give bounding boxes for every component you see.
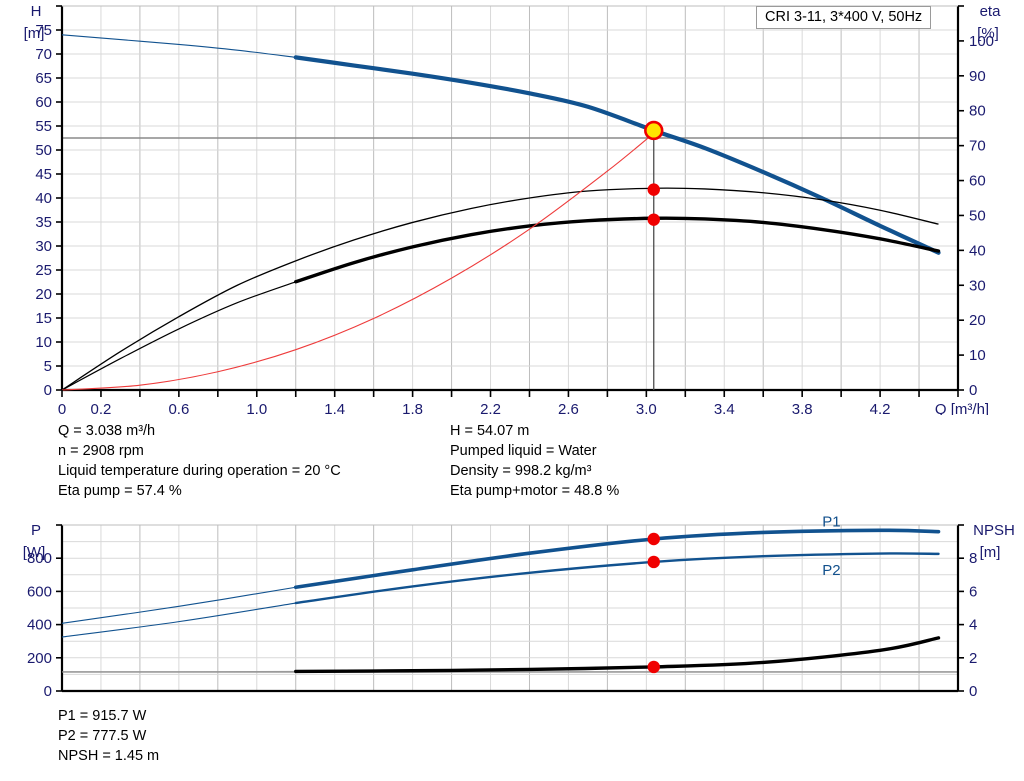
h-tick-label: 15 [35, 310, 52, 327]
p-tick-label: 800 [27, 550, 52, 567]
q-tick-label: 3.0 [636, 401, 657, 415]
info-liquid: Pumped liquid = Water [450, 443, 597, 459]
h-tick-label: 30 [35, 238, 52, 255]
h-tick-label: 75 [35, 22, 52, 39]
p1-curve-label: P1 [822, 514, 840, 531]
info-p1: P1 = 915.7 W [58, 708, 147, 724]
p2-duty-marker [647, 555, 660, 569]
q-tick-label: 0.2 [91, 401, 112, 415]
h-tick-label: 45 [35, 166, 52, 183]
h-curve [293, 55, 941, 255]
p2-curve-thin [61, 602, 296, 638]
power-info: P1 = 915.7 W P2 = 777.5 W NPSH = 1.45 m [58, 706, 159, 766]
system-curve [61, 132, 655, 391]
eta-total-curve-thin [61, 281, 296, 391]
h-tick-label: 5 [44, 358, 52, 375]
h-tick-label: 10 [35, 334, 52, 351]
info-npsh: NPSH = 1.45 m [58, 748, 160, 764]
duty-info-right: H = 54.07 m Pumped liquid = Water Densit… [450, 421, 619, 501]
h-tick-label: 0 [44, 382, 52, 399]
p-axis-unit: [W] [23, 544, 46, 561]
chart-title-text: CRI 3-11, 3*400 V, 50Hz [765, 9, 923, 25]
p-tick-label: 200 [27, 650, 52, 667]
x-axis-label: Q [m³/h] [935, 401, 989, 415]
eta-tick-label: 0 [969, 382, 977, 399]
npsh-tick-label: 2 [969, 650, 977, 667]
p1-curve-thin [61, 586, 296, 624]
p-tick-label: 600 [27, 583, 52, 600]
npsh-axis-unit: [m] [980, 544, 1001, 561]
eta-pump-curve [61, 187, 939, 391]
eta-tick-label: 30 [969, 277, 986, 294]
q-tick-label: 0 [58, 401, 66, 415]
h-tick-label: 60 [35, 94, 52, 111]
eta-axis-name: eta [980, 3, 1002, 20]
duty-point-marker [644, 120, 664, 141]
q-tick-label: 2.2 [480, 401, 501, 415]
eta-tick-label: 20 [969, 312, 986, 329]
npsh-curve [294, 636, 941, 674]
eta-tick-label: 50 [969, 207, 986, 224]
p-tick-label: 400 [27, 617, 52, 634]
p-tick-label: 0 [44, 683, 52, 700]
p1-duty-marker [647, 532, 660, 546]
h-axis-name: H [31, 3, 42, 20]
q-tick-label: 3.4 [714, 401, 735, 415]
eta-duty-marker-2 [647, 213, 660, 226]
eta-tick-label: 100 [969, 33, 994, 50]
info-head: H = 54.07 m [450, 423, 530, 439]
eta-tick-label: 40 [969, 242, 986, 259]
info-eta-pump: Eta pump = 57.4 % [58, 483, 182, 499]
eta-tick-label: 70 [969, 138, 986, 155]
head-efficiency-chart: 0 5 10 15 20 25 30 35 40 45 50 55 60 65 70 75 0 10 20 30 40 5… [24, 3, 1002, 415]
q-tick-label: 1.8 [402, 401, 423, 415]
q-tick-label: 4.2 [870, 401, 891, 415]
npsh-curve-thin [61, 670, 296, 673]
h-tick-label: 35 [35, 214, 52, 231]
npsh-tick-label: 6 [969, 583, 977, 600]
info-flow: Q = 3.038 m³/h [58, 423, 156, 439]
eta-axis-unit: [%] [977, 25, 999, 42]
q-tick-label: 2.6 [558, 401, 579, 415]
eta-tick-label: 10 [969, 347, 986, 364]
chart-title-box: CRI 3-11, 3*400 V, 50Hz [756, 6, 932, 29]
info-speed: n = 2908 rpm [58, 443, 144, 459]
eta-tick-label: 90 [969, 68, 986, 85]
h-tick-label: 50 [35, 142, 52, 159]
npsh-axis-name: NPSH [973, 522, 1015, 539]
h-tick-label: 55 [35, 118, 52, 135]
npsh-tick-label: 8 [969, 550, 977, 567]
h-tick-label: 70 [35, 46, 52, 63]
p1-curve [293, 528, 941, 590]
p-axis-name: P [31, 522, 41, 539]
q-tick-label: 0.6 [168, 401, 189, 415]
p2-curve-label: P2 [822, 562, 840, 579]
h-tick-label: 65 [35, 70, 52, 87]
h-tick-label: 20 [35, 286, 52, 303]
q-tick-label: 3.8 [792, 401, 813, 415]
info-eta-total: Eta pump+motor = 48.8 % [450, 483, 620, 499]
h-axis-unit: [m] [24, 25, 45, 42]
info-density: Density = 998.2 kg/m³ [450, 463, 592, 479]
h-tick-label: 25 [35, 262, 52, 279]
eta-tick-label: 60 [969, 173, 986, 190]
info-temperature: Liquid temperature during operation = 20… [58, 463, 341, 479]
h-tick-label: 40 [35, 190, 52, 207]
power-npsh-chart: P1 P2 0 200 400 600 800 0 2 4 6 8 P [W] NPSH [m] [23, 514, 1015, 700]
eta-total-curve [294, 216, 941, 284]
info-p2: P2 = 777.5 W [58, 728, 147, 744]
npsh-tick-label: 0 [969, 683, 977, 700]
q-tick-label: 1.0 [246, 401, 267, 415]
p2-curve [294, 552, 940, 605]
npsh-duty-marker [647, 660, 660, 674]
duty-info-left: Q = 3.038 m³/h n = 2908 rpm Liquid tempe… [58, 421, 341, 501]
eta-duty-marker-1 [647, 183, 660, 196]
q-tick-label: 1.4 [324, 401, 345, 415]
h-curve-thin [61, 34, 296, 58]
npsh-tick-label: 4 [969, 617, 977, 634]
eta-tick-label: 80 [969, 103, 986, 120]
